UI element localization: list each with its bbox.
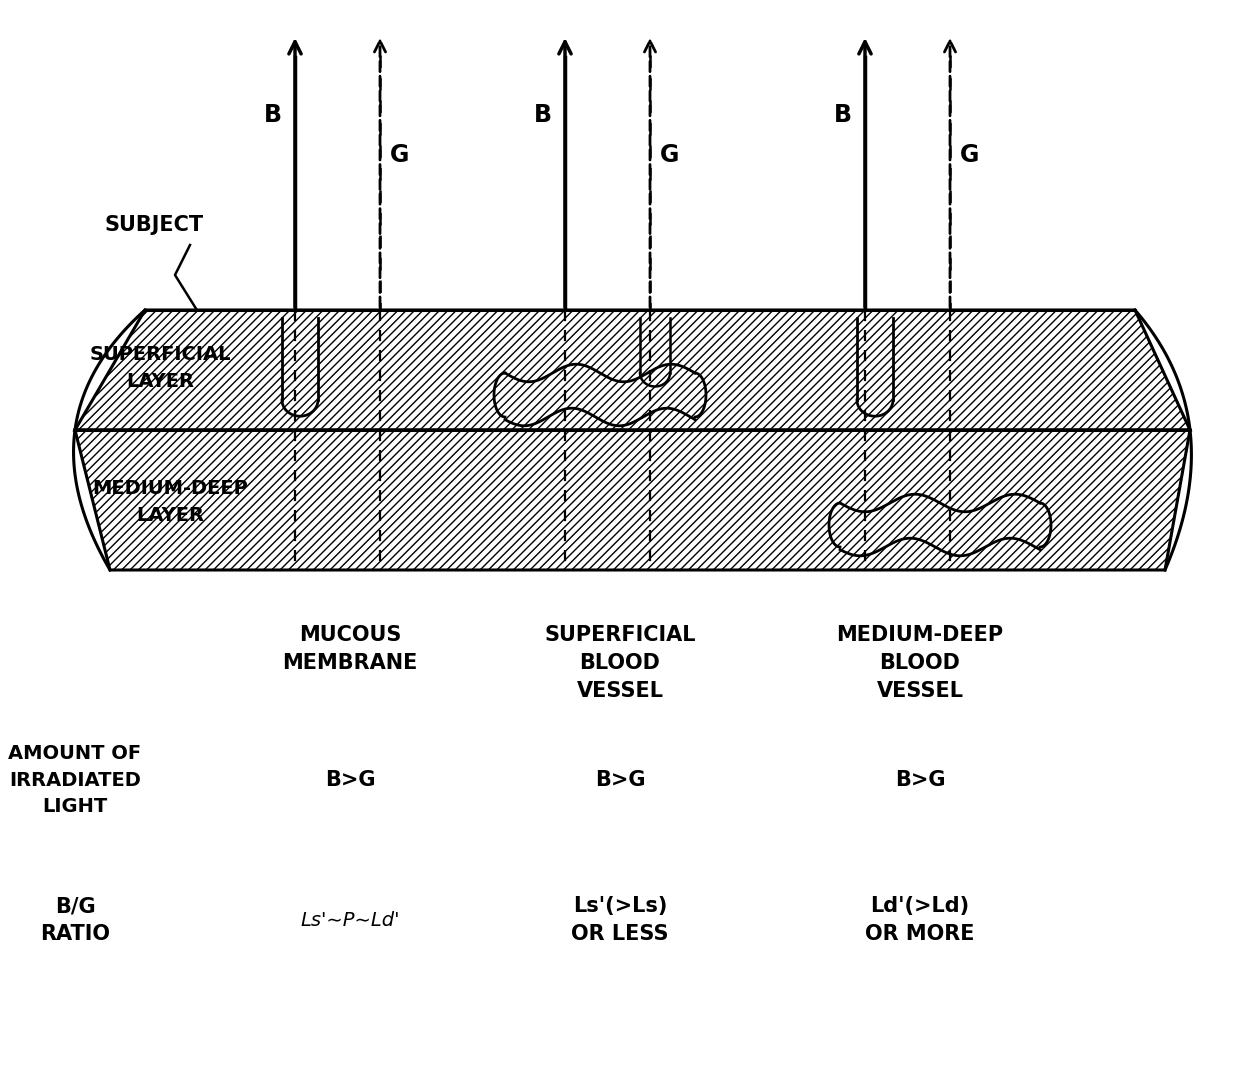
Text: AMOUNT OF
IRRADIATED
LIGHT: AMOUNT OF IRRADIATED LIGHT — [9, 744, 141, 816]
Text: MEDIUM-DEEP
LAYER: MEDIUM-DEEP LAYER — [92, 479, 248, 525]
Text: B>G: B>G — [595, 770, 645, 790]
Polygon shape — [74, 310, 1190, 430]
Text: B/G
RATIO: B/G RATIO — [40, 897, 110, 943]
Text: B>G: B>G — [325, 770, 376, 790]
Text: B>G: B>G — [895, 770, 945, 790]
Text: B: B — [534, 103, 552, 127]
Text: SUBJECT: SUBJECT — [105, 215, 205, 235]
Text: B: B — [264, 103, 281, 127]
Text: SUPERFICIAL
BLOOD
VESSEL: SUPERFICIAL BLOOD VESSEL — [544, 625, 696, 701]
Text: B: B — [835, 103, 852, 127]
Text: G: G — [391, 143, 409, 167]
Text: G: G — [661, 143, 680, 167]
Polygon shape — [74, 430, 1190, 570]
Text: Ls'∼P∼Ld': Ls'∼P∼Ld' — [300, 911, 399, 929]
Text: Ls'(>Ls)
OR LESS: Ls'(>Ls) OR LESS — [572, 897, 668, 943]
Text: MEDIUM-DEEP
BLOOD
VESSEL: MEDIUM-DEEP BLOOD VESSEL — [837, 625, 1003, 701]
Text: MUCOUS
MEMBRANE: MUCOUS MEMBRANE — [283, 625, 418, 673]
Text: SUPERFICIAL
LAYER: SUPERFICIAL LAYER — [89, 345, 231, 391]
Text: G: G — [960, 143, 980, 167]
Text: Ld'(>Ld)
OR MORE: Ld'(>Ld) OR MORE — [866, 897, 975, 943]
